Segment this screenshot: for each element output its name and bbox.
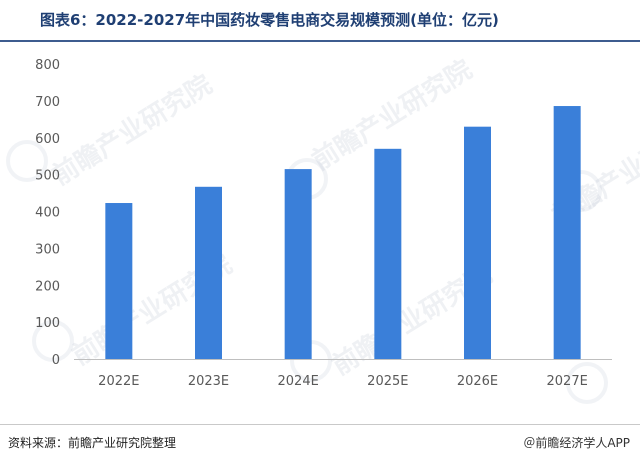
x-tick-label: 2024E	[278, 374, 319, 389]
y-tick-label: 100	[35, 316, 60, 331]
bar-2024E	[284, 169, 312, 359]
y-tick-label: 0	[52, 353, 60, 368]
y-tick-label: 300	[35, 242, 60, 257]
app-credit: ＠前瞻经济学人APP	[523, 436, 630, 450]
y-tick-label: 600	[35, 132, 60, 147]
bar-2022E	[105, 203, 133, 359]
source-note: 资料来源：前瞻产业研究院整理	[8, 436, 177, 450]
y-tick-label: 800	[35, 58, 60, 73]
title-bar: 图表6：2022-2027年中国药妆零售电商交易规模预测(单位：亿元)	[0, 0, 640, 42]
y-tick-label: 500	[35, 169, 60, 184]
bar-2023E	[195, 186, 222, 359]
title-divider	[0, 40, 640, 42]
x-tick-label: 2022E	[98, 374, 139, 389]
bar-2027E	[553, 106, 581, 359]
y-tick-label: 700	[35, 95, 60, 110]
x-tick-label: 2027E	[547, 374, 588, 389]
y-tick-label: 200	[35, 279, 60, 294]
footer-divider	[0, 424, 640, 425]
y-tick-label: 400	[35, 206, 60, 221]
bar-chart: 0 100 200 300 400 500 600 700 800 2022E 2023E 2024…	[35, 58, 612, 389]
x-tick-label: 2026E	[457, 374, 498, 389]
x-axis: 2022E 2023E 2024E 2025E 2026E 2027E	[98, 374, 588, 389]
bar-series	[105, 106, 581, 359]
bar-2026E	[464, 126, 491, 359]
x-tick-label: 2025E	[367, 374, 408, 389]
bar-2025E	[374, 148, 402, 359]
x-tick-label: 2023E	[188, 374, 229, 389]
chart-title: 图表6：2022-2027年中国药妆零售电商交易规模预测(单位：亿元)	[40, 11, 499, 29]
y-axis: 0 100 200 300 400 500 600 700 800	[35, 58, 60, 368]
